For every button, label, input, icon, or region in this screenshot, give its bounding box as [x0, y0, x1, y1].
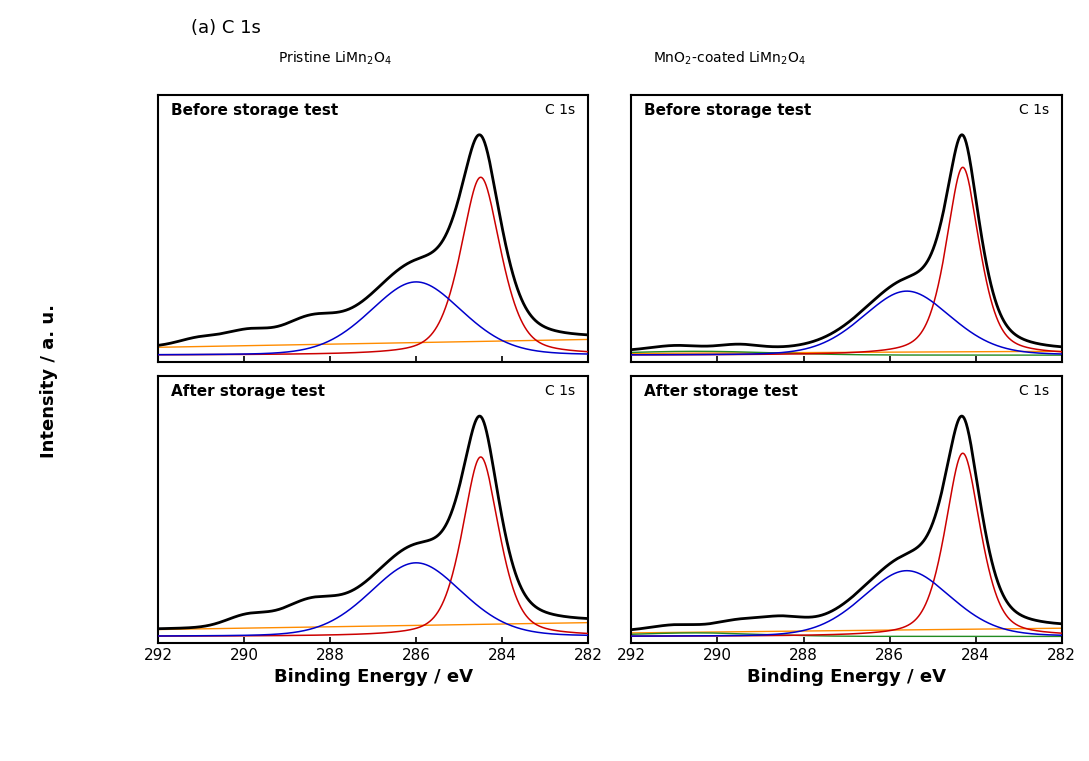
Text: Intensity / a. u.: Intensity / a. u. — [40, 304, 58, 457]
X-axis label: Binding Energy / eV: Binding Energy / eV — [747, 668, 946, 686]
Text: C 1s: C 1s — [1018, 384, 1049, 399]
Text: After storage test: After storage test — [645, 384, 798, 400]
Text: After storage test: After storage test — [171, 384, 325, 400]
Text: Pristine LiMn$_2$O$_4$: Pristine LiMn$_2$O$_4$ — [278, 49, 392, 67]
X-axis label: Binding Energy / eV: Binding Energy / eV — [273, 668, 473, 686]
Text: MnO$_2$-coated LiMn$_2$O$_4$: MnO$_2$-coated LiMn$_2$O$_4$ — [653, 49, 806, 67]
Text: Before storage test: Before storage test — [171, 103, 338, 118]
Text: C 1s: C 1s — [546, 384, 575, 399]
Text: C 1s: C 1s — [1018, 103, 1049, 117]
Text: Before storage test: Before storage test — [645, 103, 811, 118]
Text: C 1s: C 1s — [546, 103, 575, 117]
Text: (a) C 1s: (a) C 1s — [191, 19, 260, 37]
